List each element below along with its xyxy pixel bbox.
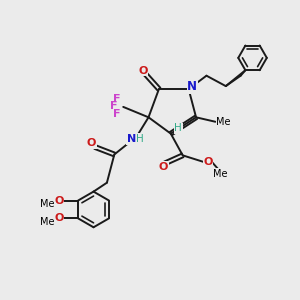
Text: Me: Me <box>40 199 55 209</box>
Text: Me: Me <box>40 217 55 227</box>
Text: F: F <box>113 109 121 119</box>
Text: N: N <box>187 80 197 93</box>
Text: H: H <box>136 134 144 144</box>
Text: O: O <box>87 139 96 148</box>
Text: F: F <box>110 101 118 111</box>
Text: Me: Me <box>217 117 231 127</box>
Text: F: F <box>113 94 121 103</box>
Text: O: O <box>54 213 64 224</box>
Text: O: O <box>139 66 148 76</box>
Text: O: O <box>54 196 64 206</box>
Text: H: H <box>174 123 182 133</box>
Text: Me: Me <box>213 169 227 179</box>
Text: N: N <box>127 134 136 144</box>
Text: O: O <box>159 162 168 172</box>
Text: O: O <box>203 157 213 167</box>
